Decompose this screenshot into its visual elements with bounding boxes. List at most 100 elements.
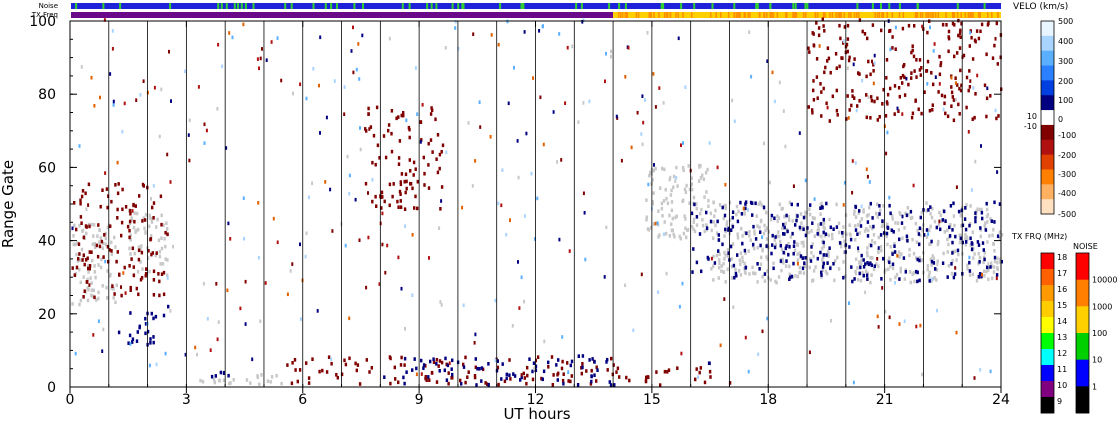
scatter-point [390,149,394,154]
scatter-point [814,265,817,269]
scatter-point [932,49,935,53]
scatter-point [188,118,191,123]
scatter-point [421,103,424,107]
scatter-point [404,327,406,331]
scatter-point [964,242,967,247]
scatter-point [897,250,901,254]
scatter-point [724,227,727,232]
scatter-point [915,324,918,329]
scatter-point [435,358,439,362]
scatter-point [928,279,931,283]
scatter-point [344,362,348,367]
scatter-point [940,93,944,98]
scatter-point [880,277,883,281]
scatter-point [244,279,247,284]
scatter-point [388,203,391,208]
scatter-point [852,380,855,385]
scatter-point [87,182,91,187]
scatter-point [101,284,104,288]
scatter-point [340,372,344,377]
scatter-point [221,64,224,69]
hour-grid-lines [108,21,963,387]
scatter-point [952,98,956,102]
scatter-point [830,319,832,323]
scatter-point [641,142,644,147]
scatter-point [77,257,80,261]
scatter-point [658,233,661,237]
scatter-point [968,269,972,273]
scatter-point [346,154,349,159]
scatter-point [730,257,734,261]
scatter-point [854,205,858,209]
scatter-point [858,220,862,224]
scatter-point [987,262,990,266]
scatter-point [129,285,132,290]
scatter-point [582,18,585,22]
scatter-point [757,352,760,357]
scatter-point [822,225,825,229]
scatter-point [552,373,555,377]
scatter-point [898,237,901,242]
scatter-point [956,248,960,253]
scatter-point [853,209,856,213]
scatter-point [896,221,900,225]
scatter-point [857,71,860,75]
scatter-point [717,233,720,237]
scatter-point [298,368,302,372]
scatter-point [716,219,719,224]
scatter-point [929,205,932,209]
scatter-point [987,277,990,282]
noise-bar-mark [662,3,665,9]
scatter-point [383,199,386,204]
scatter-point [901,214,904,219]
scatter-point [82,275,85,279]
scatter-point [408,135,411,140]
scatter-point [90,281,93,285]
scatter-point [708,369,712,374]
scatter-point [551,383,554,387]
scatter-point [367,112,370,116]
scatter-point [158,254,162,259]
scatter-point [905,76,908,81]
scatter-point [166,152,169,157]
scatter-point [129,342,132,346]
scatter-point [859,265,862,270]
scatter-point [958,31,962,35]
scatter-point [707,204,710,209]
noise-bar-mark [693,3,696,9]
scatter-point [98,228,101,232]
scatter-point [985,52,988,57]
scatter-point [704,170,708,175]
scatter-point [672,232,675,237]
scatter-point [744,200,748,204]
scatter-point [968,255,971,260]
scatter-point [782,232,785,236]
scatter-point [763,272,767,276]
scatter-point [788,218,791,222]
scatter-point [990,261,993,266]
scatter-point [416,112,419,116]
scatter-point [892,230,895,234]
scatter-point [110,286,113,290]
scatter-point [917,232,921,236]
scatter-point [820,273,823,277]
noise-bar-mark [608,3,611,9]
noise-bar-mark [408,3,411,9]
scatter-point [203,122,206,127]
noise-color-step [1076,359,1089,387]
txfreq-bar-mark [839,12,841,18]
scatter-point [257,256,260,260]
scatter-point [885,58,889,62]
velocity-tick-label: 400 [1058,37,1073,46]
noise-bar-mark [522,3,525,9]
scatter-point [912,183,915,188]
scatter-point [774,279,777,284]
txfreq-tick-label: 16 [1057,285,1067,294]
scatter-point [708,141,711,145]
scatter-point [206,317,209,321]
scatter-point [937,240,940,244]
scatter-point [663,167,666,172]
scatter-point [855,271,857,276]
velocity-color-step [1041,50,1054,67]
scatter-point [652,191,655,195]
